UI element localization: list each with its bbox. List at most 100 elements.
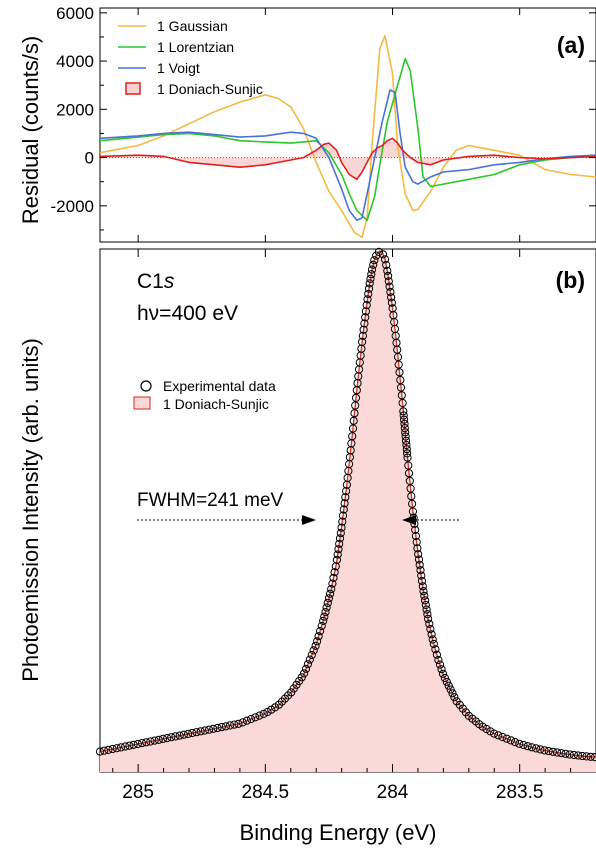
experimental-data-point [226, 721, 235, 730]
experimental-data-point [167, 733, 176, 742]
experimental-data-point [175, 731, 184, 740]
experimental-data-point [548, 747, 558, 756]
experimental-data-point [137, 739, 147, 748]
experimental-data-point [385, 282, 394, 291]
experimental-data-point [133, 739, 142, 749]
experimental-data-point [398, 398, 407, 408]
legend-label-fit: 1 Doniach-Sunjic [163, 396, 269, 412]
experimental-data-point [333, 550, 342, 559]
experimental-data-point [363, 295, 372, 304]
experimental-data-point [329, 573, 338, 583]
experimental-data-point [300, 669, 309, 678]
panel-b-fill-layer [100, 251, 596, 772]
experimental-data-point [364, 289, 373, 299]
fwhm-label: FWHM=241 meV [137, 490, 284, 511]
experimental-data-point [420, 591, 429, 600]
fwhm-annotation: FWHM=241 meV [137, 490, 460, 525]
experimental-data-point [402, 445, 411, 454]
panel-b-label: (b) [556, 267, 585, 293]
experimental-data-point [359, 325, 368, 334]
legend-swatch-doniach-sunjic [125, 82, 141, 95]
experimental-data-point [450, 693, 459, 702]
experimental-data-point [408, 499, 417, 508]
doniach-sunjic-fit-area [100, 251, 596, 772]
experimental-data-point [444, 681, 453, 690]
panel-a-y-ticks: -2000 0 2000 4000 6000 [51, 4, 596, 242]
experimental-data-point [384, 277, 393, 286]
experimental-data-point [340, 499, 349, 508]
experimental-data-point [234, 719, 243, 728]
experimental-data-point [358, 331, 367, 340]
experimental-data-point [369, 260, 378, 269]
experimental-data-point [406, 484, 415, 493]
experimental-data-point [519, 740, 528, 750]
experimental-data-point [400, 415, 409, 424]
experimental-data-point [422, 605, 431, 614]
experimental-data-point [95, 747, 105, 756]
panel-a-y-tick-label: 4000 [56, 52, 94, 71]
legend-swatch-fit [133, 396, 151, 410]
panel-a-y-tick-label: 2000 [56, 100, 94, 119]
experimental-data-point [251, 713, 260, 722]
experimental-data-point [435, 660, 445, 669]
experimental-data-point [338, 517, 347, 526]
experimental-data-point [339, 505, 348, 514]
experimental-data-point [421, 596, 430, 605]
experimental-data-point [348, 424, 358, 433]
panel-b-x-tick-label: 284.5 [242, 782, 290, 803]
experimental-data-point [326, 589, 335, 598]
experimental-data-point [337, 523, 346, 532]
experimental-data-point [498, 732, 507, 742]
experimental-data-point [415, 560, 424, 570]
experimental-data-point [358, 337, 367, 346]
experimental-data-point [350, 409, 359, 418]
experimental-data-point [319, 616, 328, 626]
experimental-data-point [506, 736, 515, 745]
experimental-data-point [307, 650, 316, 660]
panel-b: 285 284.5 284 283.5 (b) C1s hν=400 eV Exper… [18, 247, 596, 845]
experimental-data-point [586, 752, 595, 761]
experimental-data-point [196, 727, 205, 736]
panel-a-legend: 1 Gaussian 1 Lorentzian 1 Voigt 1 Doniac… [118, 18, 263, 97]
series-doniach-sunjic-fill [100, 138, 596, 180]
experimental-data-point [412, 538, 421, 547]
experimental-data-point [332, 555, 341, 565]
experimental-data-point [540, 746, 549, 755]
experimental-data-point [217, 723, 226, 732]
experimental-data-point [104, 745, 113, 755]
experimental-data-point [403, 449, 412, 458]
experimental-data-point [322, 603, 331, 612]
experimental-data-point [100, 746, 109, 755]
experimental-data-point [438, 669, 448, 678]
experimental-data-point [366, 274, 375, 283]
experimental-data-point [313, 637, 322, 646]
experimental-data-point [184, 729, 193, 739]
experimental-data-point [418, 582, 427, 591]
experimental-data-point [413, 544, 422, 553]
experimental-data-point [411, 525, 420, 535]
fwhm-left-arrowhead [302, 515, 316, 525]
experimental-data-point [116, 743, 126, 752]
experimental-data-point [527, 743, 537, 752]
experimental-data-point [553, 748, 562, 757]
experimental-data-point [209, 724, 218, 733]
core-level-label: C1s [137, 270, 175, 293]
experimental-data-point [429, 639, 438, 649]
experimental-data-point [150, 736, 159, 745]
experimental-data-point [414, 555, 424, 564]
series-doniach-sunjic-line [99, 137, 596, 181]
experimental-data-point [370, 256, 379, 265]
experimental-data-point [361, 307, 370, 316]
experimental-data-point [277, 697, 287, 706]
panel-a-y-tick-label: 6000 [56, 4, 94, 23]
experimental-data-point [401, 432, 410, 441]
experimental-data-point [396, 383, 406, 392]
experimental-data-point [408, 507, 417, 516]
experimental-data-point [305, 655, 314, 664]
panel-a-y-tick-label: -2000 [51, 197, 94, 216]
panel-a-frame [99, 7, 596, 243]
experimental-data-point [387, 298, 396, 307]
experimental-data-point [316, 627, 325, 636]
experimental-data-point [400, 419, 409, 428]
experimental-data-point [188, 728, 197, 738]
